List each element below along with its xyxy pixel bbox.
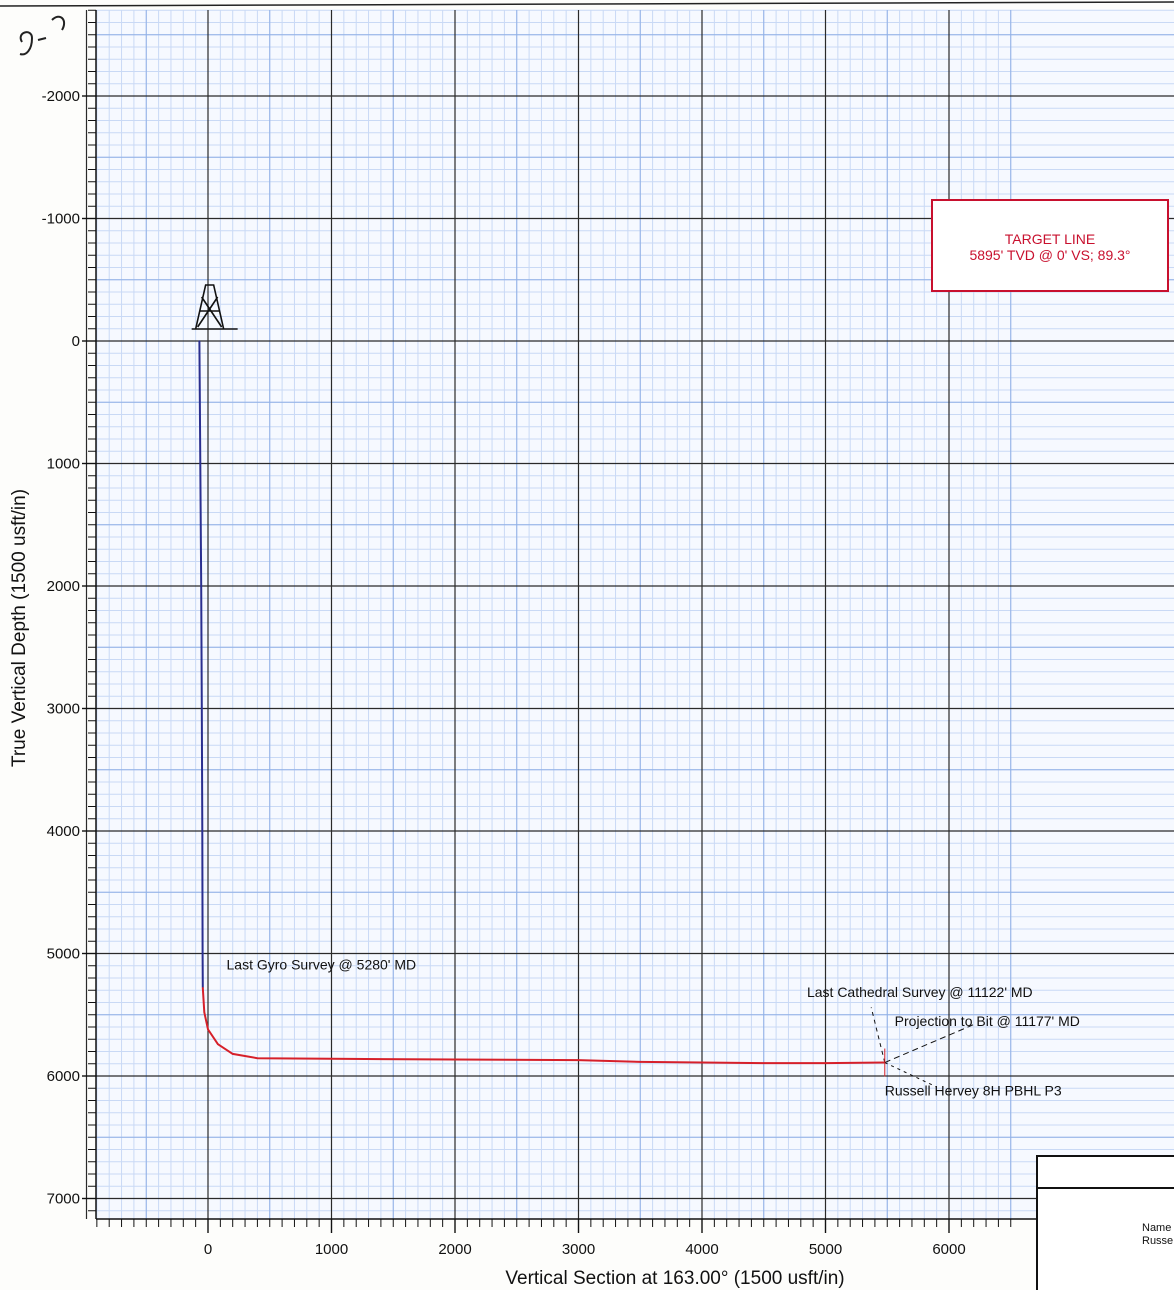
y-tick-label: 7000: [47, 1191, 80, 1208]
point-gyro: [201, 830, 204, 832]
point-wellbore: [330, 1058, 333, 1060]
y-tick-label: -1000: [42, 211, 80, 228]
title-block-name-label: Name: [1142, 1222, 1172, 1234]
y-tick-label: 6000: [47, 1068, 80, 1085]
point-wellbore: [231, 1053, 234, 1055]
handwritten-note: [12, 10, 72, 60]
title-block-name-value: Russe: [1142, 1235, 1174, 1247]
axes: -2000 -1000 0 1000 2000 3000 4000 5000 6000 7000 0…: [0, 1, 1174, 1258]
rig-frame: [194, 284, 225, 330]
point-wellbore: [207, 1028, 209, 1031]
point-wellbore: [824, 1062, 827, 1064]
point-wellbore: [639, 1061, 642, 1063]
point-gyro: [198, 340, 201, 342]
annotation-label: Last Cathedral Survey @ 11122' MD: [807, 984, 1033, 1000]
y-axis-label: True Vertical Depth (1500 usft/in): [9, 488, 30, 768]
x-tick-label: 0: [204, 1241, 212, 1258]
x-tick-label: 5000: [809, 1241, 842, 1258]
title-block-inner: [1038, 1187, 1174, 1290]
page-top-border: [0, 1, 1174, 7]
series-layer: [191, 284, 886, 1065]
title-block: Name Russe: [1036, 1155, 1174, 1290]
y-tick-label: 5000: [47, 946, 80, 963]
annotation-layer: Last Gyro Survey @ 5280' MD Last Cathedra…: [227, 956, 1080, 1098]
y-tick-label: 3000: [47, 701, 80, 718]
grid: [85, 9, 1174, 1219]
point-gyro: [199, 462, 202, 465]
rig-icon: [191, 284, 238, 330]
leader-line: [870, 1007, 886, 1063]
point-gyro: [201, 707, 203, 710]
point-wellbore: [454, 1058, 456, 1061]
annotation-label: Last Gyro Survey @ 5280' MD: [227, 956, 417, 972]
point-wellbore: [203, 1011, 206, 1014]
point-wellbore: [217, 1043, 219, 1045]
x-tick-label: 4000: [685, 1241, 718, 1258]
target-line-detail: 5895' TVD @ 0' VS; 89.3°: [969, 247, 1131, 263]
rig-brace: [196, 296, 219, 328]
y-tick-label: 2000: [47, 578, 80, 595]
y-tick-label: -2000: [42, 88, 80, 105]
target-line-box: TARGET LINE 5895' TVD @ 0' VS; 89.3°: [931, 199, 1169, 292]
rig-brace: [200, 296, 223, 328]
point-wellbore: [202, 987, 204, 989]
x-tick-label: 6000: [932, 1241, 965, 1258]
leader-line: [884, 1024, 974, 1063]
leader-line: [884, 1062, 937, 1088]
target-line-title: TARGET LINE: [1004, 231, 1096, 247]
point-wellbore: [762, 1062, 765, 1064]
point-gyro: [200, 585, 203, 587]
x-tick-label: 1000: [315, 1241, 348, 1258]
point-gyro: [201, 952, 204, 955]
y-tick-label: 0: [72, 333, 80, 350]
point-wellbore: [256, 1057, 259, 1060]
x-tick-label: 3000: [562, 1241, 595, 1258]
annotation-label: Russell Hervey 8H PBHL P3: [885, 1083, 1062, 1099]
y-tick-label: 4000: [47, 823, 80, 840]
point-wellbore: [577, 1059, 580, 1061]
x-axis-label: Vertical Section at 163.00° (1500 usft/i…: [505, 1268, 845, 1289]
x-tick-label: 2000: [438, 1241, 471, 1258]
annotation-label: Projection to Bit @ 11177' MD: [895, 1013, 1080, 1029]
y-tick-label: 1000: [47, 456, 80, 473]
